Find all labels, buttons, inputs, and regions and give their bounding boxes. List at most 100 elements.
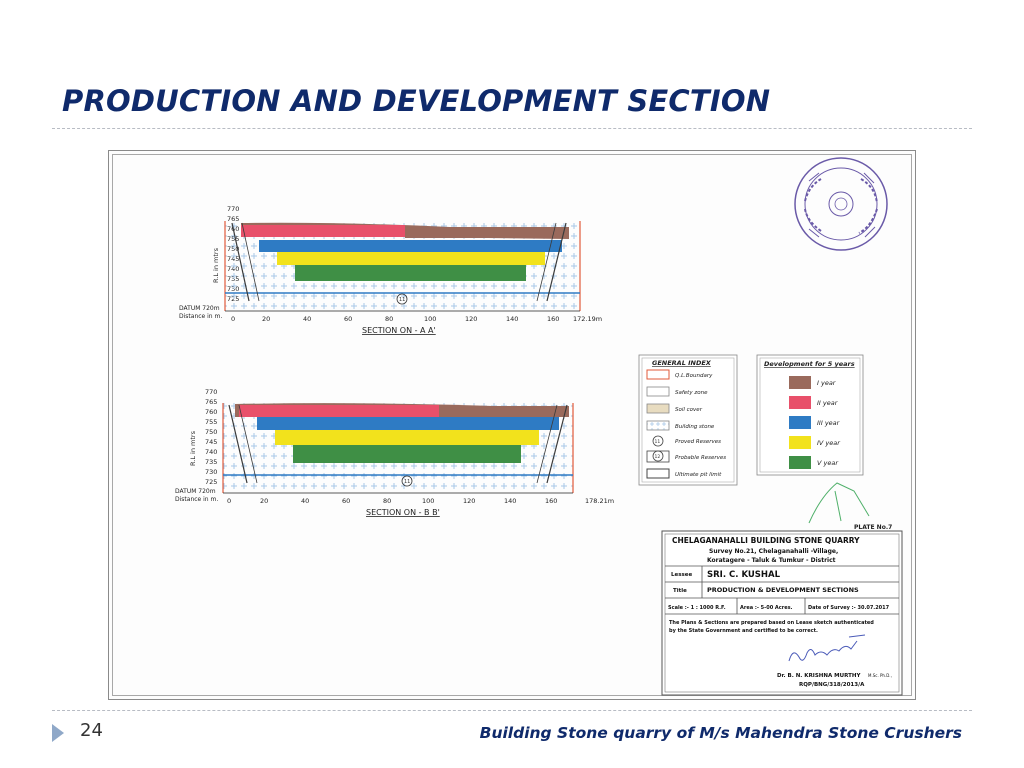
distance-tick: 120 — [463, 497, 475, 505]
quarry-name: CHELAGANAHALLI BUILDING STONE QUARRY — [672, 536, 860, 545]
swatch-year3 — [789, 416, 811, 429]
page-number: 24 — [80, 720, 103, 741]
band-year1 — [405, 227, 569, 238]
distance-tick: 20 — [262, 315, 270, 323]
section-drawing-svg: 770 765 760 755 750 745 740 735 730 725 … — [175, 157, 903, 696]
lessee-label: Lessee — [671, 572, 693, 578]
section-caption: SECTION ON - B B' — [366, 508, 440, 517]
pit-limit-right — [546, 404, 568, 484]
distance-tick: 20 — [260, 497, 268, 505]
band-year2 — [239, 405, 439, 417]
signature — [788, 634, 866, 662]
year-label: III year — [817, 419, 841, 427]
area: Area :- 5-00 Acres. — [740, 605, 793, 611]
swatch-year2 — [789, 396, 811, 409]
band-year5 — [295, 265, 526, 281]
reserve-marker — [396, 293, 408, 305]
nav-arrow-icon[interactable] — [52, 724, 64, 742]
rl-tick: 755 — [205, 418, 217, 426]
distance-tick: 80 — [383, 497, 391, 505]
year-label: II year — [817, 399, 839, 407]
distance-tick: 60 — [344, 315, 352, 323]
year-label: I year — [817, 379, 837, 387]
note-line1: The Plans & Sections are prepared based … — [669, 620, 874, 626]
band-year4 — [275, 430, 539, 445]
distance-label: Distance in m. — [179, 313, 222, 320]
signatory: Dr. B. N. KRISHNA MURTHY — [777, 673, 861, 679]
swatch-year5 — [789, 456, 811, 469]
pit-limit-right — [546, 222, 567, 302]
distance-tick: 40 — [303, 315, 311, 323]
footer-text: Building Stone quarry of M/s Mahendra St… — [479, 724, 962, 742]
title-divider — [52, 128, 972, 129]
lessee-value: SRI. C. KUSHAL — [707, 570, 781, 580]
development-legend: Development for 5 years I year II year I… — [756, 354, 864, 476]
year-label: IV year — [817, 439, 841, 447]
reserve-marker — [401, 475, 413, 487]
title-block: PLATE No.7 CHELAGANAHALLI BUILDING STONE… — [661, 524, 903, 696]
title-label: Title — [673, 588, 687, 594]
distance-tick: 40 — [301, 497, 309, 505]
rl-tick: 760 — [205, 408, 217, 416]
distance-tick: 0 — [231, 315, 235, 323]
survey-line1: Survey No.21, Chelaganahalli -Village, — [709, 548, 838, 555]
distance-tick: 140 — [504, 497, 516, 505]
survey-line2: Koratagere - Taluk & Tumkur - District — [707, 557, 836, 564]
band-year5 — [293, 445, 521, 463]
slide-title: PRODUCTION AND DEVELOPMENT SECTION — [62, 84, 771, 118]
legend-title: GENERAL INDEX — [652, 359, 712, 367]
y-axis-label: R.L in mtrs — [189, 430, 197, 466]
note-line2: by the State Government and certified to… — [669, 628, 818, 634]
rl-tick: 745 — [205, 438, 217, 446]
svg-text:11: 11 — [655, 439, 661, 445]
distance-tick: 160 — [545, 497, 557, 505]
year-label: V year — [817, 459, 839, 467]
legend-item: Ultimate pit limit — [675, 472, 722, 478]
rl-tick: 740 — [205, 448, 217, 456]
end-distance: 172.19m — [573, 315, 602, 323]
swatch-year1 — [789, 376, 811, 389]
band-year1 — [439, 406, 569, 417]
distance-tick: 60 — [342, 497, 350, 505]
section-aa: 770 765 760 755 750 745 740 735 730 725 … — [179, 205, 602, 335]
plate-number: PLATE No.7 — [854, 524, 892, 531]
drawing-border — [112, 154, 912, 696]
rl-tick: 770 — [205, 388, 217, 396]
legend-item: Building stone — [675, 424, 715, 430]
distance-label: Distance in m. — [175, 496, 218, 503]
seal-stamp — [794, 157, 888, 251]
legend-item: Safety zone — [675, 390, 708, 396]
end-distance: 178.21m — [585, 497, 614, 505]
legend-item: Soil cover — [675, 407, 703, 413]
distance-tick: 160 — [547, 315, 559, 323]
development-title: Development for 5 years — [764, 360, 855, 368]
datum-label: DATUM 720m — [179, 305, 220, 312]
distance-tick: 80 — [385, 315, 393, 323]
section-drawing-image: 770 765 760 755 750 745 740 735 730 725 … — [108, 150, 916, 700]
svg-text:12: 12 — [655, 454, 661, 460]
footer-divider — [52, 710, 972, 711]
pit-limit-left — [231, 222, 250, 302]
legend-item: Q.L.Boundary — [675, 373, 713, 379]
rl-tick: 770 — [227, 205, 239, 213]
band-year3 — [259, 240, 562, 252]
y-axis-label: R.L in mtrs — [212, 247, 220, 283]
rl-tick: 765 — [227, 215, 239, 223]
legend-item: Proved Reserves — [675, 439, 721, 445]
signatory-quals: M.Sc. Ph.D., — [868, 673, 892, 678]
rl-tick: 765 — [205, 398, 217, 406]
distance-tick: 0 — [227, 497, 231, 505]
title-value: PRODUCTION & DEVELOPMENT SECTIONS — [707, 586, 859, 594]
distance-tick: 100 — [422, 497, 434, 505]
legend-item: Probable Reserves — [675, 455, 726, 461]
datum-label: DATUM 720m — [175, 488, 216, 495]
swatch-year4 — [789, 436, 811, 449]
rl-tick: 735 — [205, 458, 217, 466]
distance-tick: 120 — [465, 315, 477, 323]
band-year3 — [257, 417, 559, 430]
pit-limit-left — [228, 404, 248, 484]
check-mark — [808, 482, 870, 524]
distance-tick: 100 — [424, 315, 436, 323]
band-year4 — [277, 252, 545, 265]
svg-text:11: 11 — [399, 297, 405, 303]
